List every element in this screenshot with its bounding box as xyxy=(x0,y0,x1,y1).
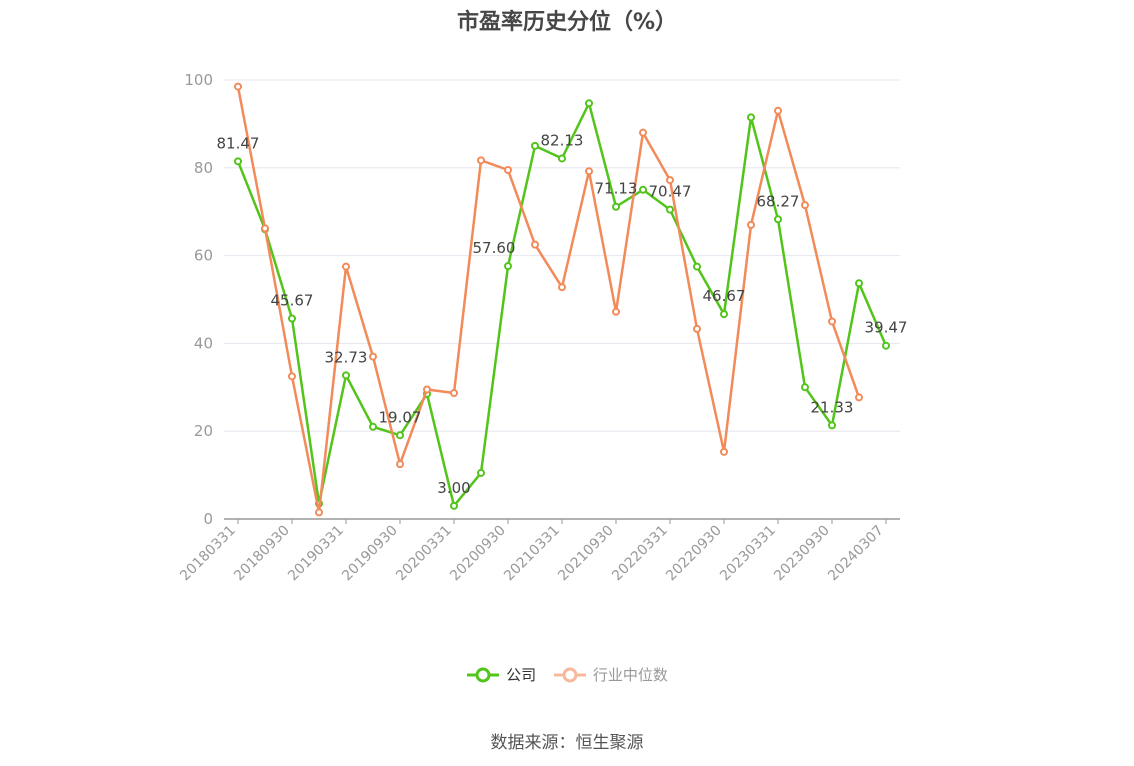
data-label: 57.60 xyxy=(473,239,516,257)
data-point-industry-median xyxy=(396,460,404,469)
data-point-industry-median xyxy=(477,156,485,165)
legend: 公司 行业中位数 xyxy=(0,664,1134,688)
data-point-company xyxy=(774,215,782,224)
data-label: 19.07 xyxy=(379,408,422,426)
data-point-industry-median xyxy=(693,324,701,333)
data-point-industry-median xyxy=(369,352,377,361)
data-label: 32.73 xyxy=(325,348,368,366)
data-point-company xyxy=(855,279,863,288)
data-point-industry-median xyxy=(450,389,458,398)
x-tick-label: 20190331 xyxy=(285,523,347,585)
data-point-industry-median xyxy=(801,201,809,210)
x-tick-label: 20180930 xyxy=(231,523,293,585)
data-point-company xyxy=(369,422,377,431)
data-point-company xyxy=(612,202,620,211)
data-point-industry-median xyxy=(531,240,539,249)
data-point-company xyxy=(720,310,728,319)
data-point-industry-median xyxy=(558,283,566,292)
data-point-company xyxy=(585,99,593,108)
legend-industry-marker-icon xyxy=(553,667,586,682)
data-point-company xyxy=(504,262,512,271)
x-tick-label: 20220331 xyxy=(609,523,671,585)
data-label: 81.47 xyxy=(217,134,260,152)
legend-item-industry-median[interactable]: 行业中位数 xyxy=(553,664,668,685)
y-tick-label: 40 xyxy=(194,334,213,352)
data-point-company xyxy=(666,205,674,214)
data-point-industry-median xyxy=(234,82,242,91)
data-point-industry-median xyxy=(747,220,755,229)
data-source: 数据来源：恒生聚源 xyxy=(490,733,644,753)
data-point-industry-median xyxy=(612,307,620,316)
data-point-industry-median xyxy=(261,224,269,233)
legend-company-marker-icon xyxy=(467,667,500,682)
x-tick-label: 20230930 xyxy=(771,523,833,585)
data-point-industry-median xyxy=(828,317,836,326)
data-label: 39.47 xyxy=(865,319,908,337)
y-tick-label: 60 xyxy=(194,247,213,265)
data-point-company xyxy=(801,383,809,392)
series-line-industry-median xyxy=(236,86,861,514)
x-tick-label: 20180331 xyxy=(177,523,239,585)
data-point-industry-median xyxy=(720,447,728,456)
x-tick-label: 20210930 xyxy=(555,523,617,585)
data-point-industry-median xyxy=(585,167,593,176)
y-tick-label: 100 xyxy=(184,71,213,89)
legend-item-company[interactable]: 公司 xyxy=(466,664,536,685)
data-label: 21.33 xyxy=(811,398,854,416)
data-point-company xyxy=(450,501,458,510)
data-label: 45.67 xyxy=(271,292,314,310)
x-tick-label: 20210331 xyxy=(501,523,563,585)
data-point-industry-median xyxy=(855,393,863,402)
data-point-company xyxy=(396,431,404,440)
legend-label-industry-median: 行业中位数 xyxy=(592,666,668,684)
data-point-company xyxy=(747,113,755,122)
data-point-industry-median xyxy=(639,128,647,137)
data-labels: 81.47 45.67 32.73 19.07 3.00 57.60 82.13 71.13 7… xyxy=(217,131,908,496)
x-tick-label: 20220930 xyxy=(663,523,725,585)
y-tick-label: 80 xyxy=(194,159,213,177)
series-line-company xyxy=(236,102,888,508)
series-lines xyxy=(234,82,890,517)
x-tick-label: 20200331 xyxy=(393,523,455,585)
data-point-industry-median xyxy=(504,165,512,174)
data-point-company xyxy=(693,262,701,271)
legend-label-company: 公司 xyxy=(506,666,537,684)
data-label: 70.47 xyxy=(649,183,692,201)
data-point-company xyxy=(342,371,350,380)
data-point-company xyxy=(828,421,836,430)
data-label: 71.13 xyxy=(595,180,638,198)
data-point-industry-median xyxy=(774,106,782,115)
data-point-company xyxy=(558,154,566,163)
data-point-company xyxy=(234,157,242,166)
data-point-industry-median xyxy=(342,262,350,271)
data-point-industry-median xyxy=(315,508,323,517)
data-point-company xyxy=(531,141,539,150)
x-tick-label: 20240307 xyxy=(825,523,887,585)
line-chart: 0 20 40 60 80 100 2018033120180930201903312019… xyxy=(177,71,908,585)
chart-title: 市盈率历史分位（%） xyxy=(456,10,678,35)
data-label: 3.00 xyxy=(437,479,470,497)
data-point-industry-median xyxy=(666,176,674,185)
data-label: 46.67 xyxy=(703,287,746,305)
y-tick-label: 20 xyxy=(194,422,213,440)
data-point-company xyxy=(288,314,296,323)
data-point-company xyxy=(639,185,647,194)
data-point-industry-median xyxy=(423,385,431,394)
data-point-industry-median xyxy=(288,372,296,381)
x-tick-label: 20190930 xyxy=(339,523,401,585)
y-tick-label: 0 xyxy=(203,510,213,528)
data-label: 68.27 xyxy=(757,192,800,210)
x-tick-label: 20200930 xyxy=(447,523,509,585)
data-label: 82.13 xyxy=(541,131,584,149)
data-point-company xyxy=(477,468,485,477)
data-point-company xyxy=(882,341,890,350)
x-tick-label: 20230331 xyxy=(717,523,779,585)
